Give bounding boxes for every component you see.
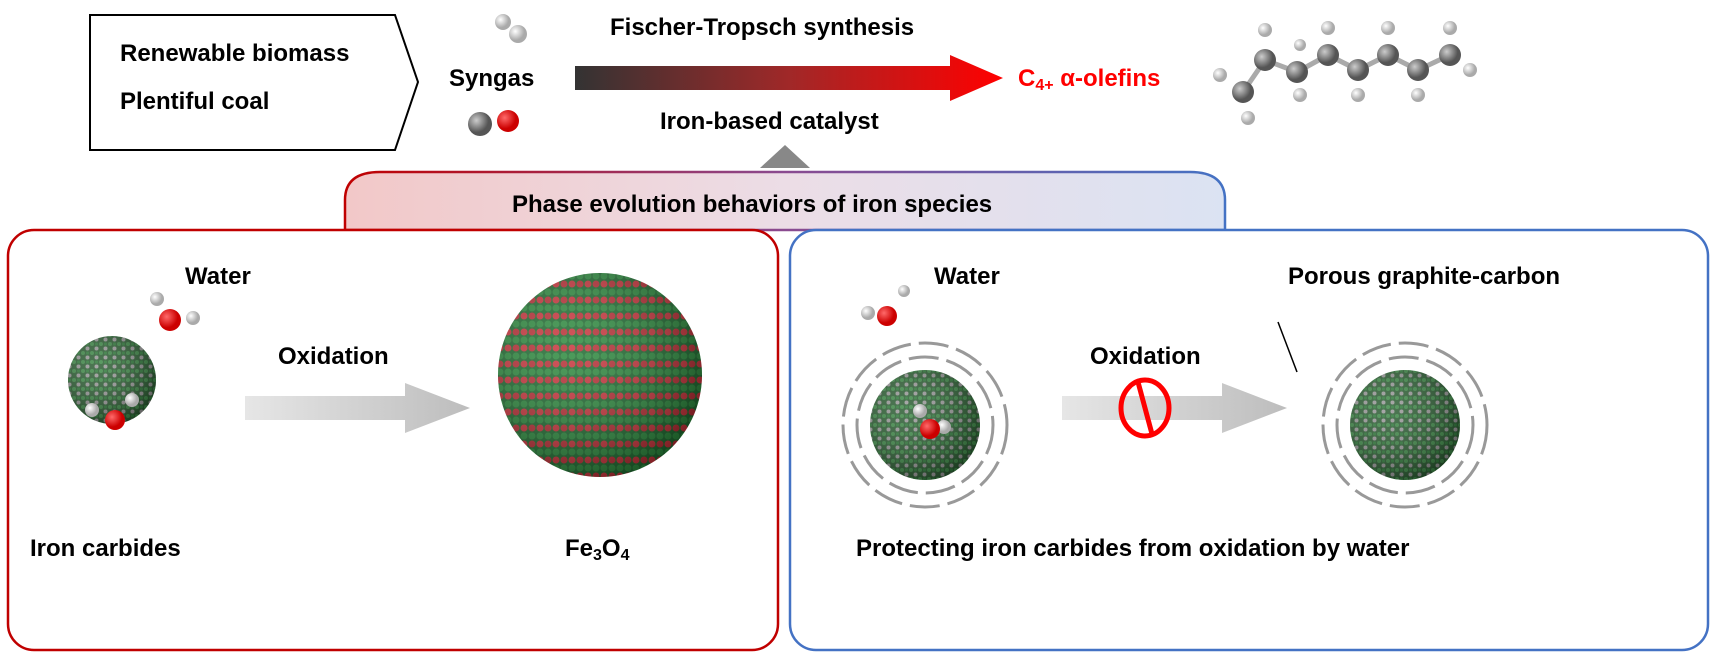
right-water-label: Water: [934, 263, 1000, 290]
prohibited-icon: [1118, 377, 1172, 439]
olefin-molecule-icon: [1213, 21, 1477, 125]
tab-title: Phase evolution behaviors of iron specie…: [512, 191, 993, 218]
fe3o4-part: 4: [620, 547, 630, 564]
source-box: [89, 14, 420, 151]
right-oxidation-label: Oxidation: [1090, 343, 1201, 370]
water-molecule-icon: [861, 285, 910, 326]
source-plentiful-coal: Plentiful coal: [120, 88, 270, 115]
product-rest: α-olefins: [1053, 65, 1161, 92]
synthesis-arrow: [575, 55, 1003, 101]
fe3o4-particle: [498, 273, 702, 477]
product-main: C: [1018, 65, 1036, 92]
fe3o4-part: O: [601, 535, 621, 562]
protected-iron-carbide-particle: [841, 341, 1009, 509]
phase-tab: [343, 170, 1227, 232]
left-water-label: Water: [185, 263, 251, 290]
product-sub: 4+: [1035, 77, 1054, 94]
blocked-oxidation-arrow: [1062, 383, 1287, 433]
product-label: C4+ α-olefins: [1018, 67, 1160, 94]
shell-pointer-line: [1277, 321, 1298, 373]
shell-label: Porous graphite-carbon: [1288, 263, 1561, 290]
left-oxidation-label: Oxidation: [278, 343, 389, 370]
protection-caption: Protecting iron carbides from oxidation …: [856, 535, 1410, 562]
up-triangle-icon: [760, 145, 810, 168]
iron-carbides-label: Iron carbides: [30, 535, 181, 562]
syngas-label: Syngas: [449, 65, 535, 92]
catalyst-label: Iron-based catalyst: [660, 108, 879, 135]
iron-carbide-particle: [68, 336, 156, 430]
water-molecule-icon: [150, 292, 200, 331]
right-panel: [788, 228, 1710, 652]
process-label: Fischer-Tropsch synthesis: [610, 14, 915, 41]
hydrogen-molecule-icon: [495, 14, 527, 43]
fe3o4-part: Fe: [565, 535, 594, 562]
oxidation-arrow: [245, 383, 470, 433]
protected-iron-carbide-particle: [1321, 341, 1489, 509]
source-renewable-biomass: Renewable biomass: [120, 40, 350, 67]
fe3o4-part: 3: [593, 547, 602, 564]
fe3o4-label: Fe3O4: [565, 537, 630, 564]
carbon-monoxide-molecule-icon: [468, 110, 519, 136]
